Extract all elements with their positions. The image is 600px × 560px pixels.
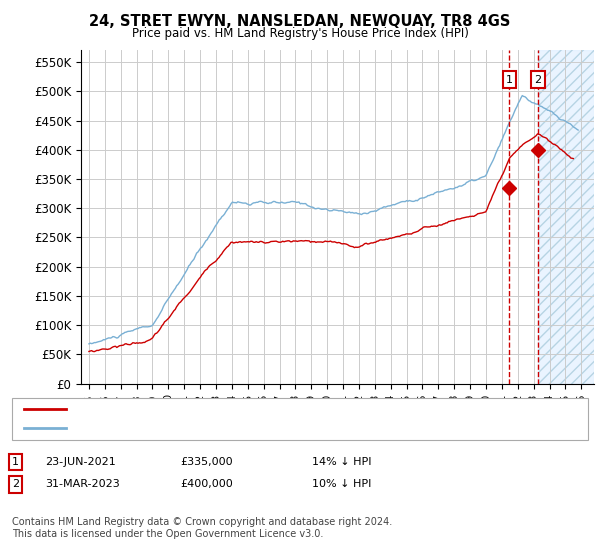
- Text: HPI: Average price, detached house, Cornwall: HPI: Average price, detached house, Corn…: [75, 423, 329, 433]
- Text: Contains HM Land Registry data © Crown copyright and database right 2024.: Contains HM Land Registry data © Crown c…: [12, 517, 392, 527]
- Text: 31-MAR-2023: 31-MAR-2023: [45, 479, 120, 489]
- Text: 24, STRET EWYN, NANSLEDAN, NEWQUAY, TR8 4GS (detached house): 24, STRET EWYN, NANSLEDAN, NEWQUAY, TR8 …: [75, 404, 465, 414]
- Text: 24, STRET EWYN, NANSLEDAN, NEWQUAY, TR8 4GS: 24, STRET EWYN, NANSLEDAN, NEWQUAY, TR8 …: [89, 14, 511, 29]
- Text: Price paid vs. HM Land Registry's House Price Index (HPI): Price paid vs. HM Land Registry's House …: [131, 27, 469, 40]
- Text: £335,000: £335,000: [180, 457, 233, 467]
- Text: 2: 2: [12, 479, 19, 489]
- Text: 2: 2: [534, 74, 541, 85]
- Text: 14% ↓ HPI: 14% ↓ HPI: [312, 457, 371, 467]
- Bar: [538, 50, 594, 384]
- Text: £400,000: £400,000: [180, 479, 233, 489]
- Text: This data is licensed under the Open Government Licence v3.0.: This data is licensed under the Open Gov…: [12, 529, 323, 539]
- Text: 1: 1: [12, 457, 19, 467]
- Text: 10% ↓ HPI: 10% ↓ HPI: [312, 479, 371, 489]
- Text: 1: 1: [506, 74, 513, 85]
- Bar: [538, 50, 594, 384]
- Text: 23-JUN-2021: 23-JUN-2021: [45, 457, 116, 467]
